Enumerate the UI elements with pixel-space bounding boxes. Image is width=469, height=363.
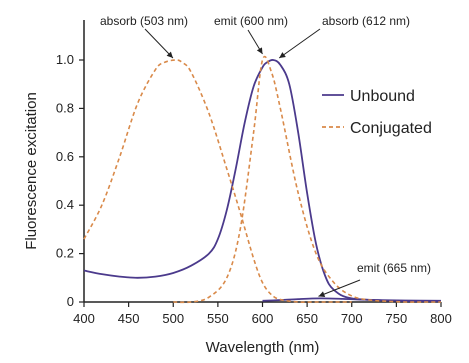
annotation-arrowhead	[318, 291, 326, 297]
annotation-arrow	[144, 28, 174, 59]
x-axis-title: Wavelength (nm)	[206, 339, 320, 356]
series-line-unbound-1	[262, 297, 442, 302]
annotation-arrowhead	[166, 51, 173, 58]
series-line-unbound-0	[83, 59, 442, 303]
x-tick-label: 700	[341, 311, 363, 326]
y-axis-title: Fluorescence excitation	[23, 92, 40, 250]
y-tick-label: 0.8	[56, 100, 74, 115]
y-tick-label: 0	[67, 294, 74, 309]
legend-label-conjugated: Conjugated	[350, 120, 432, 137]
annotation-arrow	[278, 28, 321, 59]
annotation-label: emit (600 nm)	[214, 14, 288, 28]
annotation-arrowhead	[279, 52, 286, 58]
annotations: absorb (503 nm) emit (600 nm) absorb (612 …	[100, 14, 431, 297]
y-tick-label: 0.6	[56, 149, 74, 164]
x-tick-label: 500	[162, 311, 184, 326]
annotation-label: absorb (612 nm)	[322, 14, 410, 28]
x-tick-label: 800	[430, 311, 452, 326]
x-tick-label: 650	[296, 311, 318, 326]
x-tick-label: 550	[207, 311, 229, 326]
annotation-label: emit (665 nm)	[357, 261, 431, 275]
series-line-conjugated-3	[173, 55, 441, 304]
y-tick-label: 0.2	[56, 246, 74, 261]
annotation-arrow	[318, 279, 361, 297]
y-tick-label: 0.4	[56, 197, 74, 212]
y-tick-label: 1.0	[56, 52, 74, 67]
x-tick-label: 750	[386, 311, 408, 326]
series-layer	[83, 55, 442, 304]
x-tick-label: 450	[118, 311, 140, 326]
axes: 400 450 500 550 600 650 700 750 800 0 0.2 0.4 0.6 0.8…	[56, 20, 452, 326]
x-tick-label: 600	[252, 311, 274, 326]
x-tick-label: 400	[73, 311, 95, 326]
annotation-label: absorb (503 nm)	[100, 14, 188, 28]
legend: Unbound Conjugated	[322, 88, 432, 137]
annotation-arrowhead	[256, 47, 263, 54]
legend-label-unbound: Unbound	[350, 88, 415, 105]
series-line-conjugated-2	[83, 59, 352, 303]
